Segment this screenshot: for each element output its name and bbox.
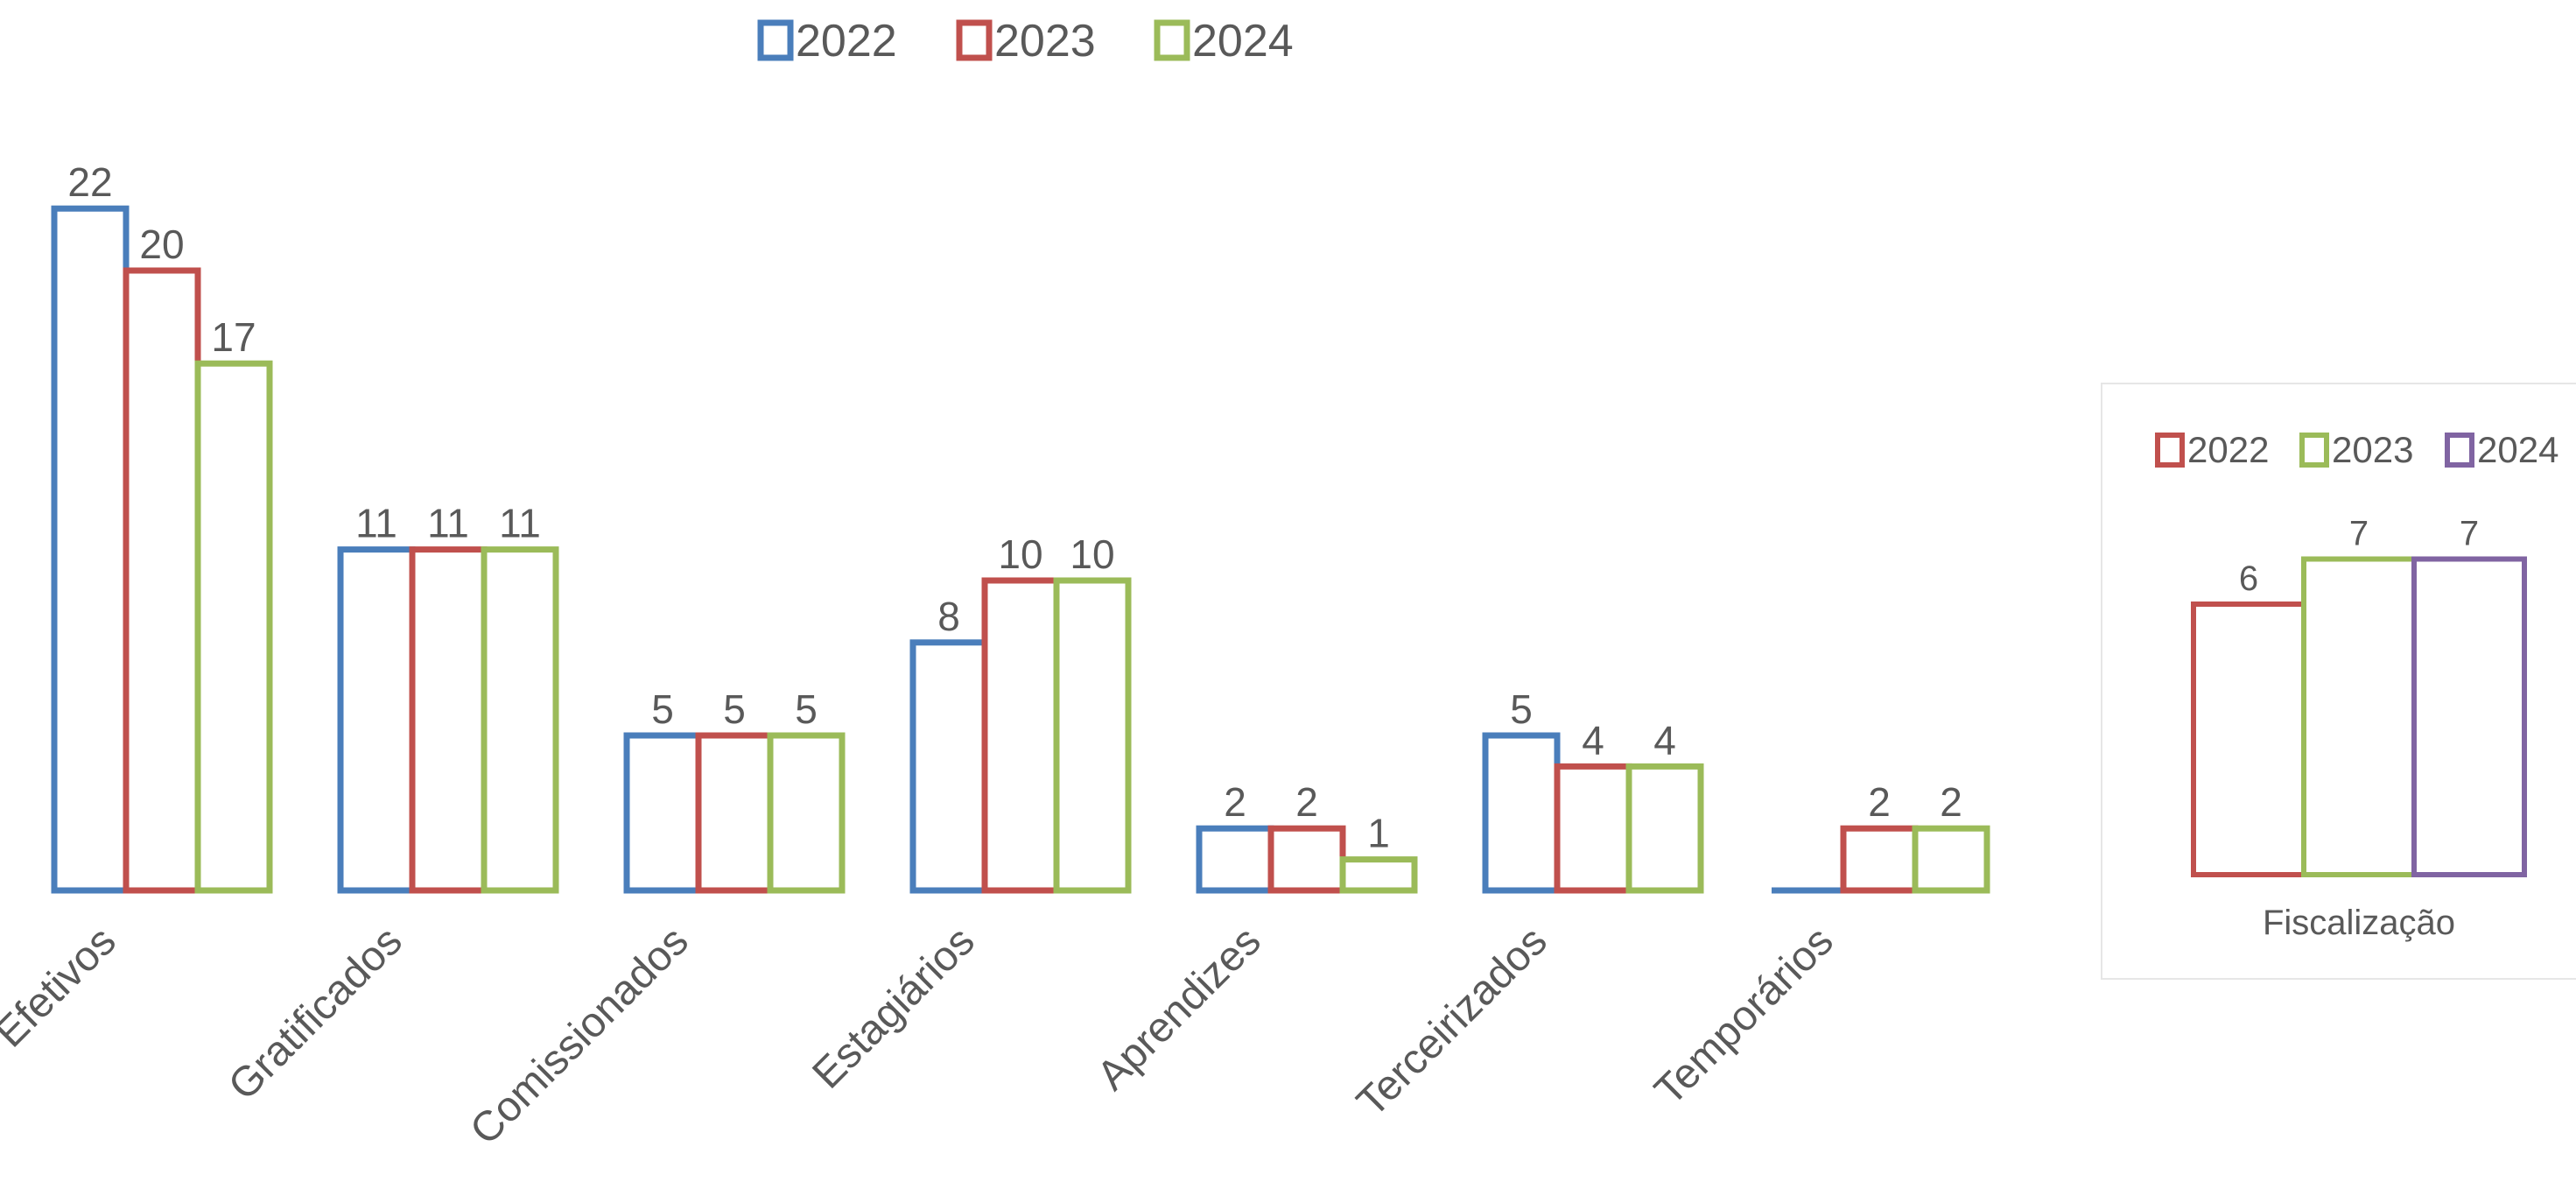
side-value-labels: 6 7 7	[2239, 515, 2479, 599]
bar-gratificados-2022	[337, 546, 416, 894]
fiscalizacao-chart-panel: 2022 2023 2024 6 7 7 Fiscalização	[2101, 383, 2576, 980]
bar-terceirizados-2023	[1554, 763, 1632, 894]
bar-estagiarios-2024	[1053, 577, 1132, 894]
x-tick-aprendizes: Aprendizes	[1088, 918, 1269, 1099]
value-label-gratificados-2024: 11	[499, 501, 541, 546]
legend-label-2024: 2024	[1192, 16, 1294, 67]
value-label-fiscalizacao-2023: 7	[2349, 515, 2369, 553]
side-legend-label-2022: 2022	[2187, 429, 2269, 470]
value-label-efetivos-2022: 22	[67, 159, 112, 205]
side-bars	[2191, 556, 2527, 877]
main-x-tick-labels: Efetivos Gratificados Comissionados Estagiá…	[0, 918, 1843, 1154]
bar-efetivos-2024	[194, 360, 273, 894]
value-label-terceirizados-2024: 4	[1653, 717, 1676, 763]
value-label-terceirizados-2023: 4	[1582, 717, 1604, 763]
x-tick-fiscalizacao: Fiscalização	[2263, 904, 2455, 942]
legend-swatch-2022	[757, 19, 794, 61]
value-label-estagiarios-2022: 8	[937, 594, 960, 639]
bar-terceirizados-2022	[1482, 732, 1561, 894]
side-legend-label-2023: 2023	[2332, 429, 2413, 470]
value-label-aprendizes-2022: 2	[1224, 779, 1246, 825]
x-tick-gratificados: Gratificados	[220, 918, 411, 1109]
bar-aprendizes-2022	[1196, 825, 1274, 894]
side-legend-label-2024: 2024	[2477, 429, 2558, 470]
side-legend-item-2023: 2023	[2299, 429, 2413, 470]
value-label-fiscalizacao-2024: 7	[2460, 515, 2479, 553]
x-tick-terceirizados: Terceirizados	[1348, 918, 1555, 1125]
value-label-comissionados-2022: 5	[651, 686, 674, 732]
bar-fiscalizacao-2022	[2191, 602, 2306, 877]
bar-estagiarios-2022	[909, 639, 988, 894]
bar-aprendizes-2024	[1339, 856, 1418, 894]
value-label-temporarios-2023: 2	[1868, 779, 1891, 825]
side-legend-swatch-2024	[2445, 433, 2474, 468]
bar-temporarios-2024	[1912, 825, 1990, 894]
legend-label-2023: 2023	[994, 16, 1096, 67]
main-legend: 2022 2023 2024	[757, 16, 1294, 67]
side-legend-item-2024: 2024	[2445, 429, 2558, 470]
legend-item-2022: 2022	[757, 16, 897, 67]
side-x-tick-labels: Fiscalização	[2263, 904, 2455, 942]
bar-terceirizados-2024	[1625, 763, 1704, 894]
x-tick-estagiarios: Estagiários	[804, 918, 983, 1097]
bar-comissionados-2022	[623, 732, 702, 894]
bar-fiscalizacao-2024	[2411, 556, 2527, 877]
fiscalizacao-bar-chart: 2022 2023 2024 6 7 7 Fiscalização	[2155, 429, 2558, 942]
bar-efetivos-2022	[51, 205, 130, 894]
legend-item-2024: 2024	[1154, 16, 1294, 67]
bar-gratificados-2023	[409, 546, 488, 894]
value-label-temporarios-2024: 2	[1940, 779, 1962, 825]
side-legend-swatch-2023	[2299, 433, 2329, 468]
value-label-gratificados-2023: 11	[427, 501, 469, 546]
value-label-estagiarios-2024: 10	[1070, 531, 1114, 577]
side-legend-swatch-2022	[2155, 433, 2185, 468]
bar-temporarios-2023	[1840, 825, 1919, 894]
bar-aprendizes-2023	[1267, 825, 1346, 894]
value-label-comissionados-2024: 5	[795, 686, 818, 732]
x-tick-temporarios: Temporários	[1646, 918, 1843, 1114]
main-bars	[51, 205, 1990, 894]
value-label-estagiarios-2023: 10	[998, 531, 1042, 577]
x-tick-efetivos: Efetivos	[0, 918, 125, 1056]
value-label-aprendizes-2023: 2	[1295, 779, 1318, 825]
value-label-terceirizados-2022: 5	[1510, 686, 1533, 732]
value-label-aprendizes-2024: 1	[1367, 811, 1390, 856]
legend-label-2022: 2022	[796, 16, 897, 67]
side-legend-item-2022: 2022	[2155, 429, 2269, 470]
value-label-efetivos-2024: 17	[211, 314, 256, 360]
bar-comissionados-2024	[767, 732, 846, 894]
x-tick-comissionados: Comissionados	[461, 918, 698, 1154]
side-legend: 2022 2023 2024	[2155, 429, 2558, 470]
legend-swatch-2023	[956, 19, 993, 61]
bar-fiscalizacao-2023	[2301, 556, 2417, 877]
legend-item-2023: 2023	[956, 16, 1096, 67]
bar-comissionados-2023	[695, 732, 774, 894]
value-label-gratificados-2022: 11	[355, 501, 397, 546]
value-label-comissionados-2023: 5	[723, 686, 746, 732]
bar-gratificados-2024	[481, 546, 559, 894]
legend-swatch-2024	[1154, 19, 1190, 61]
bar-estagiarios-2023	[981, 577, 1060, 894]
value-label-efetivos-2023: 20	[139, 222, 184, 267]
value-label-fiscalizacao-2022: 6	[2239, 559, 2258, 598]
bar-efetivos-2023	[123, 267, 201, 894]
